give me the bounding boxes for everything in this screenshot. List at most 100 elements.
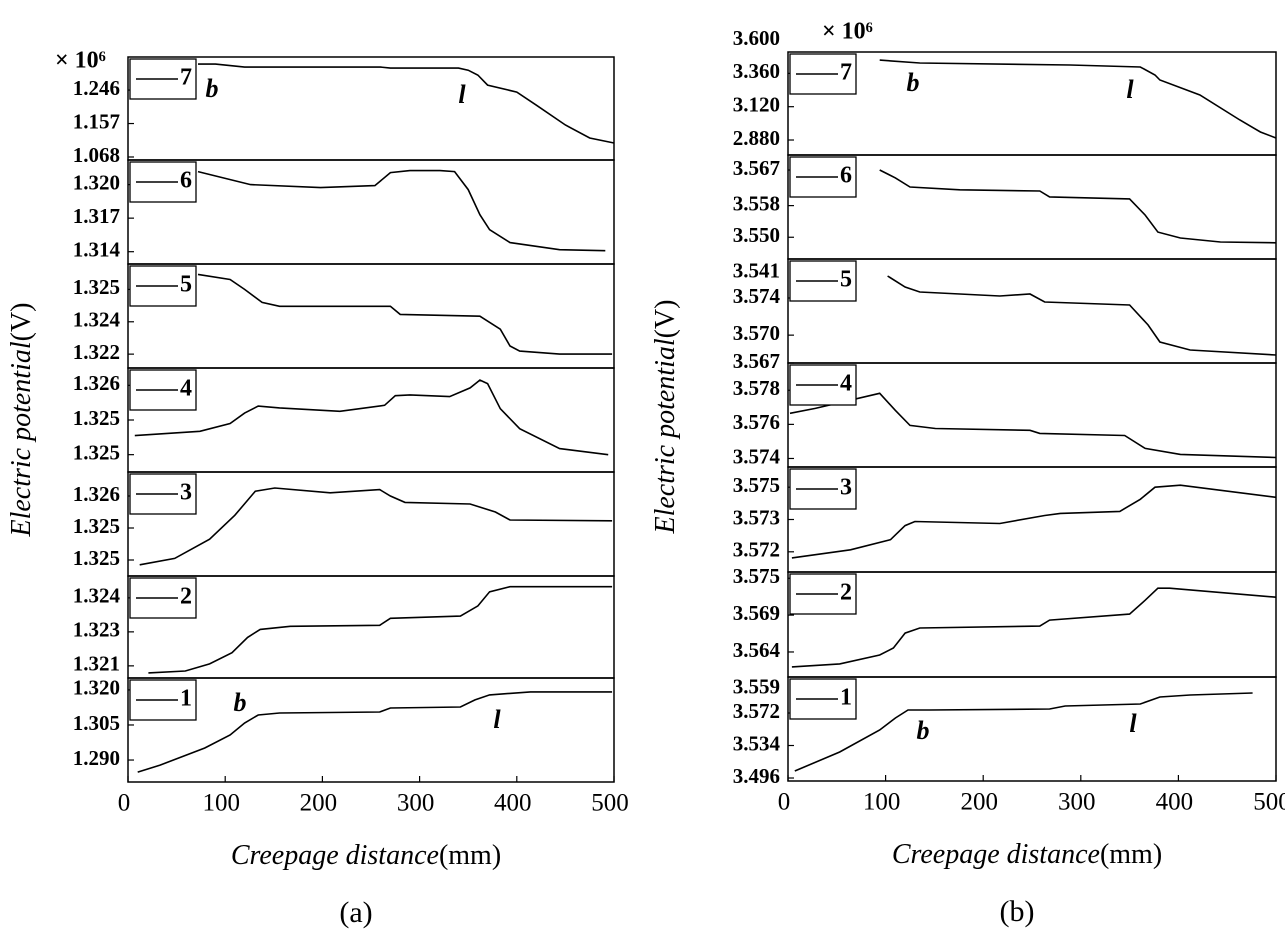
series-line <box>791 484 1277 559</box>
subplot-frame <box>127 575 615 679</box>
y-tick-label: 1.326 <box>73 371 120 395</box>
series-line <box>879 169 1277 244</box>
y-axis-label: Electric potential(V) <box>650 299 681 534</box>
y-tick-label: 3.564 <box>733 638 781 662</box>
series-line <box>789 392 1277 459</box>
x-tick-label: 100 <box>863 789 901 816</box>
y-tick-label: 3.541 <box>733 259 780 283</box>
annotation: l <box>458 80 466 109</box>
subplot-frame <box>127 677 615 783</box>
legend-label: 5 <box>180 272 192 298</box>
y-tick-label: 3.569 <box>733 601 780 625</box>
x-tick-label: 0 <box>118 790 131 817</box>
y-tick-label: 3.572 <box>733 699 780 723</box>
subplot-frame <box>787 258 1277 364</box>
y-tick-label: 3.574 <box>733 444 781 468</box>
x-axis-label: Creepage distance(mm) <box>892 839 1162 870</box>
y-tick-label: 3.574 <box>733 284 781 308</box>
y-tick-label: 1.314 <box>73 238 121 262</box>
y-tick-label: 1.290 <box>73 746 120 770</box>
y-tick-label: 3.120 <box>733 93 780 117</box>
y-tick-label: 1.326 <box>73 482 120 506</box>
y-tick-label: 3.573 <box>733 505 780 529</box>
x-tick-label: 300 <box>397 790 435 817</box>
y-tick-label: 3.534 <box>733 731 781 755</box>
y-tick-label: 3.567 <box>733 349 780 373</box>
y-tick-label: 2.880 <box>733 126 780 150</box>
annotation: l <box>493 705 501 734</box>
legend-label: 1 <box>840 685 852 711</box>
legend-label: 6 <box>180 168 192 194</box>
series-line <box>791 587 1277 668</box>
y-tick-label: 3.575 <box>733 564 780 588</box>
x-tick-label: 500 <box>591 790 629 817</box>
legend-label: 7 <box>180 65 192 91</box>
y-tick-label: 1.324 <box>73 308 121 332</box>
y-multiplier: × 10⁶ <box>822 19 873 45</box>
series-line <box>148 585 613 674</box>
x-tick-label: 300 <box>1058 789 1096 816</box>
y-tick-label: 3.567 <box>733 156 780 180</box>
series-line <box>794 692 1253 772</box>
x-tick-label: 400 <box>494 790 532 817</box>
y-tick-label: 1.317 <box>73 204 120 228</box>
subplot-frame <box>787 51 1277 156</box>
subplot-frame <box>787 362 1277 468</box>
x-tick-label: 100 <box>202 790 240 817</box>
legend-label: 4 <box>180 376 192 402</box>
legend-label: 3 <box>180 480 192 506</box>
y-tick-label: 1.320 <box>73 170 120 194</box>
y-tick-label: 3.496 <box>733 764 780 788</box>
annotation: l <box>1129 709 1137 738</box>
y-tick-label: 1.322 <box>73 340 120 364</box>
series-line <box>139 487 613 566</box>
x-tick-label: 200 <box>960 789 998 816</box>
annotation: b <box>917 716 930 745</box>
subplot-frame <box>127 471 615 577</box>
annotation: l <box>1126 75 1134 104</box>
y-tick-label: 1.325 <box>73 275 120 299</box>
series-line <box>879 59 1277 139</box>
legend-label: 1 <box>180 686 192 712</box>
x-tick-label: 200 <box>300 790 338 817</box>
y-tick-label: 3.550 <box>733 223 780 247</box>
series-line <box>134 379 609 456</box>
x-tick-label: 0 <box>778 789 791 816</box>
y-tick-label: 1.246 <box>73 76 120 100</box>
subplot-frame <box>787 676 1277 782</box>
panel: 3.600 3.360 3.120 2.880 7 b l 3.567 3.558 3.550 3.… <box>650 19 1285 928</box>
legend-label: 3 <box>840 475 852 501</box>
y-tick-label: 1.324 <box>73 584 121 608</box>
subplot-frame <box>787 154 1277 260</box>
series-line <box>137 691 613 773</box>
y-tick-label: 3.360 <box>733 59 780 83</box>
y-axis-label: Electric potential(V) <box>6 302 37 537</box>
legend-label: 7 <box>840 60 852 86</box>
x-tick-label: 500 <box>1253 789 1285 816</box>
panel-label: (a) <box>339 896 372 929</box>
series-line <box>887 275 1277 356</box>
x-axis-label: Creepage distance(mm) <box>231 840 501 871</box>
legend-label: 2 <box>180 584 192 610</box>
y-tick-label: 1.321 <box>73 652 120 676</box>
y-tick-label: 3.578 <box>733 376 780 400</box>
x-tick-label: 400 <box>1156 789 1194 816</box>
subplot-frame <box>787 571 1277 678</box>
panel-label: (b) <box>1000 895 1035 928</box>
subplot-frame <box>127 367 615 473</box>
series-line <box>197 273 613 355</box>
annotation: b <box>234 688 247 717</box>
y-tick-label: 1.305 <box>73 711 120 735</box>
legend-label: 4 <box>840 371 852 397</box>
y-tick-label: 3.576 <box>733 410 780 434</box>
y-tick-label: 1.325 <box>73 514 120 538</box>
annotation: b <box>206 74 219 103</box>
legend-label: 2 <box>840 580 852 606</box>
y-tick-label: 3.575 <box>733 473 780 497</box>
y-tick-label: 3.559 <box>733 675 780 699</box>
y-tick-label: 1.320 <box>73 676 120 700</box>
y-tick-label: 1.323 <box>73 618 120 642</box>
series-line <box>197 169 606 252</box>
y-tick-label: 1.325 <box>73 440 120 464</box>
